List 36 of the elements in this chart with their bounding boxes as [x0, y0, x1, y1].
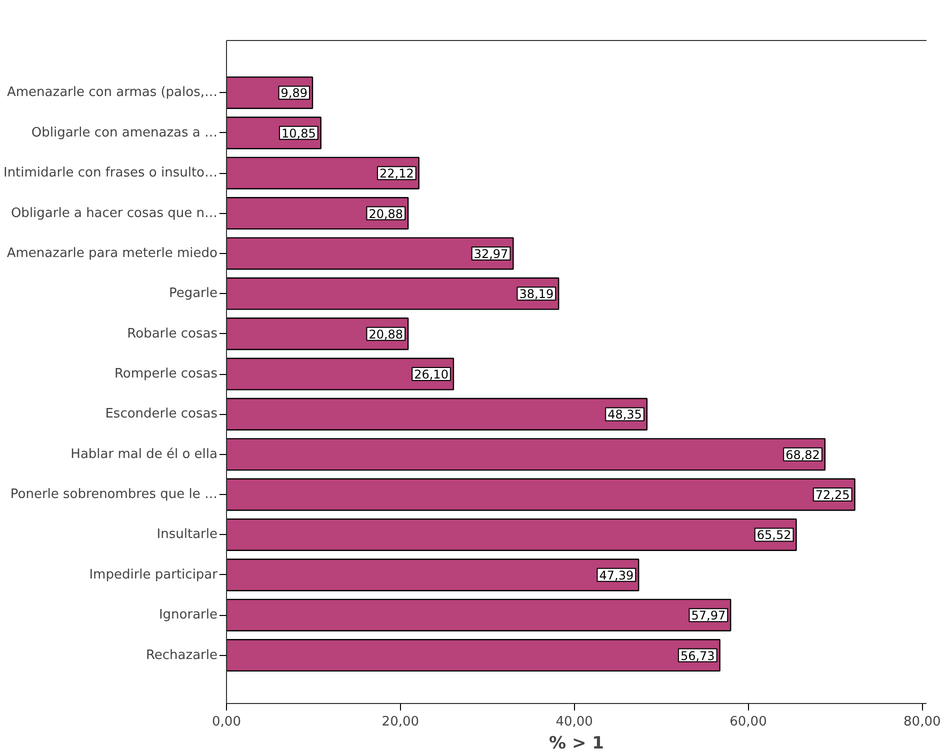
- y-tick-label: Insultarle: [156, 527, 218, 542]
- y-tick-label: Obligarle a hacer cosas que n…: [10, 206, 218, 221]
- data-label: 48,35: [608, 408, 642, 422]
- x-tick-label: 60,00: [730, 714, 767, 730]
- data-label: 26,10: [414, 368, 448, 382]
- data-label: 20,88: [368, 327, 404, 342]
- data-label: 68,82: [786, 448, 820, 462]
- data-label: 56,73: [680, 648, 715, 663]
- y-tick-label: Ignorarle: [158, 608, 218, 623]
- y-tick-label: Obligarle con amenazas a …: [31, 125, 218, 140]
- data-label: 57,97: [691, 608, 726, 623]
- data-label: 72,25: [815, 488, 850, 502]
- y-tick-label: Amenazarle para meterle miedo: [6, 246, 218, 261]
- y-tick-label: Intimidarle con frases o insulto…: [3, 166, 218, 181]
- x-tick-label: 80,00: [904, 714, 941, 730]
- data-label: 65,52: [756, 528, 792, 542]
- x-tick-label: 0,00: [212, 714, 241, 730]
- x-tick-label: 20,00: [382, 714, 420, 730]
- y-tick-label: Amenazarle con armas (palos,…: [7, 85, 218, 100]
- data-label: 22,12: [379, 166, 414, 181]
- x-tick-label: 40,00: [556, 714, 593, 730]
- data-label: 32,97: [474, 246, 508, 261]
- y-tick-label: Romperle cosas: [114, 366, 218, 382]
- x-axis-title: % > 1: [549, 734, 604, 754]
- y-tick-label: Ponerle sobrenombres que le …: [10, 487, 218, 502]
- y-tick-label: Robarle cosas: [127, 326, 218, 342]
- y-tick-label: Impedirle participar: [89, 567, 218, 582]
- data-label: 9,89: [280, 86, 308, 100]
- data-label: 20,88: [368, 206, 404, 221]
- data-label: 10,85: [281, 126, 316, 140]
- data-label: 38,19: [519, 287, 554, 302]
- y-tick-label: Esconderle cosas: [105, 406, 218, 422]
- y-tick-label: Hablar mal de él o ella: [70, 446, 218, 462]
- data-label: 47,39: [599, 568, 634, 582]
- y-tick-label: Rechazarle: [146, 648, 218, 663]
- y-tick-label: Pegarle: [168, 286, 218, 302]
